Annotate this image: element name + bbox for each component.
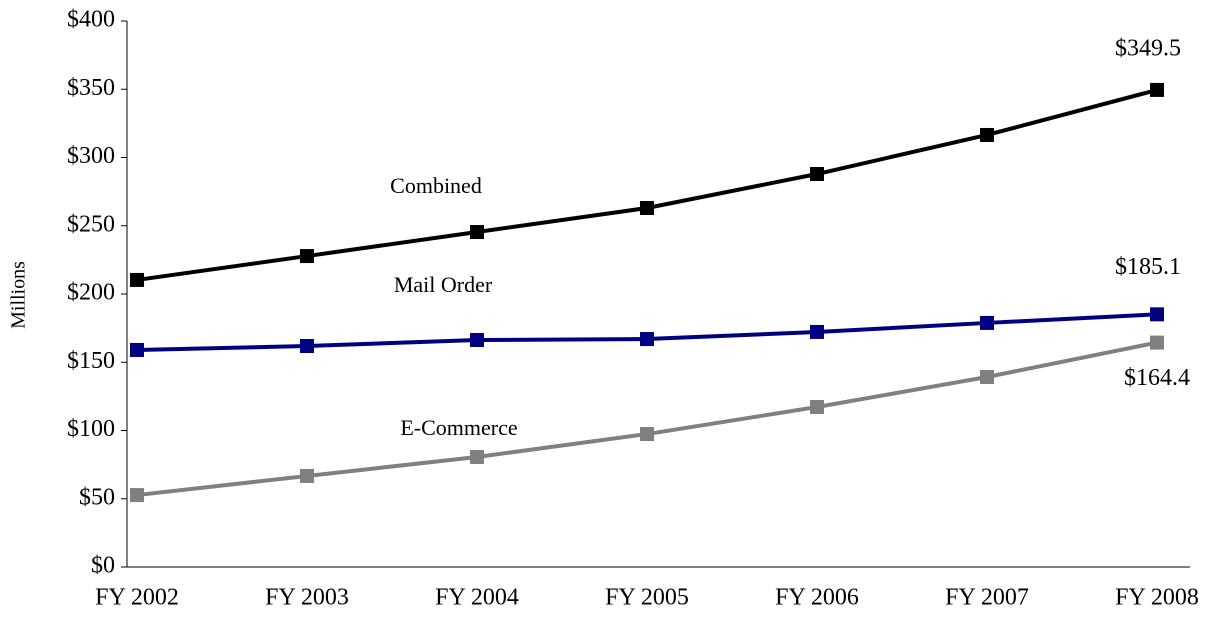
point-marker <box>810 167 824 182</box>
y-tick-label: $250 <box>67 211 115 237</box>
point-marker <box>130 342 144 357</box>
point-marker <box>640 332 654 347</box>
x-tick-label: FY 2005 <box>605 585 689 611</box>
y-tick-label: $0 <box>91 553 115 579</box>
y-tick-label: $50 <box>79 484 115 510</box>
point-marker <box>1150 307 1164 322</box>
x-tick-label: FY 2007 <box>945 585 1029 611</box>
data-label: $164.4 <box>1124 365 1190 391</box>
point-marker <box>1150 82 1164 97</box>
point-marker <box>810 324 824 339</box>
point-marker <box>980 369 994 384</box>
point-marker <box>300 249 314 264</box>
point-marker <box>470 333 484 348</box>
y-tick-label: $100 <box>67 416 115 442</box>
series-line <box>136 87 1158 282</box>
y-axis-title: Millions <box>8 261 30 329</box>
y-tick-label: $150 <box>67 348 115 374</box>
point-marker <box>470 449 484 464</box>
series-line <box>136 340 1158 498</box>
point-marker <box>640 201 654 216</box>
point-marker <box>470 225 484 240</box>
y-tick-label: $300 <box>67 143 115 169</box>
point-marker <box>130 488 144 503</box>
series-label: E-Commerce <box>400 415 517 440</box>
x-tick-label: FY 2004 <box>435 585 519 611</box>
point-marker <box>980 315 994 330</box>
point-marker <box>130 272 144 287</box>
series-label: Mail Order <box>394 272 493 297</box>
y-tick-label: $400 <box>67 7 115 33</box>
data-label: $349.5 <box>1115 35 1181 61</box>
series-label: Combined <box>390 173 482 198</box>
y-tick-label: $200 <box>67 280 115 306</box>
point-marker <box>810 400 824 415</box>
point-marker <box>1150 335 1164 350</box>
x-tick-label: FY 2006 <box>775 585 859 611</box>
point-marker <box>640 427 654 442</box>
x-tick-label: FY 2003 <box>265 585 349 611</box>
point-marker <box>300 468 314 483</box>
point-marker <box>300 339 314 354</box>
x-tick-label: FY 2008 <box>1115 585 1199 611</box>
data-label: $185.1 <box>1115 254 1181 280</box>
x-tick-label: FY 2002 <box>95 585 179 611</box>
point-marker <box>980 127 994 142</box>
y-tick-label: $350 <box>67 75 115 101</box>
